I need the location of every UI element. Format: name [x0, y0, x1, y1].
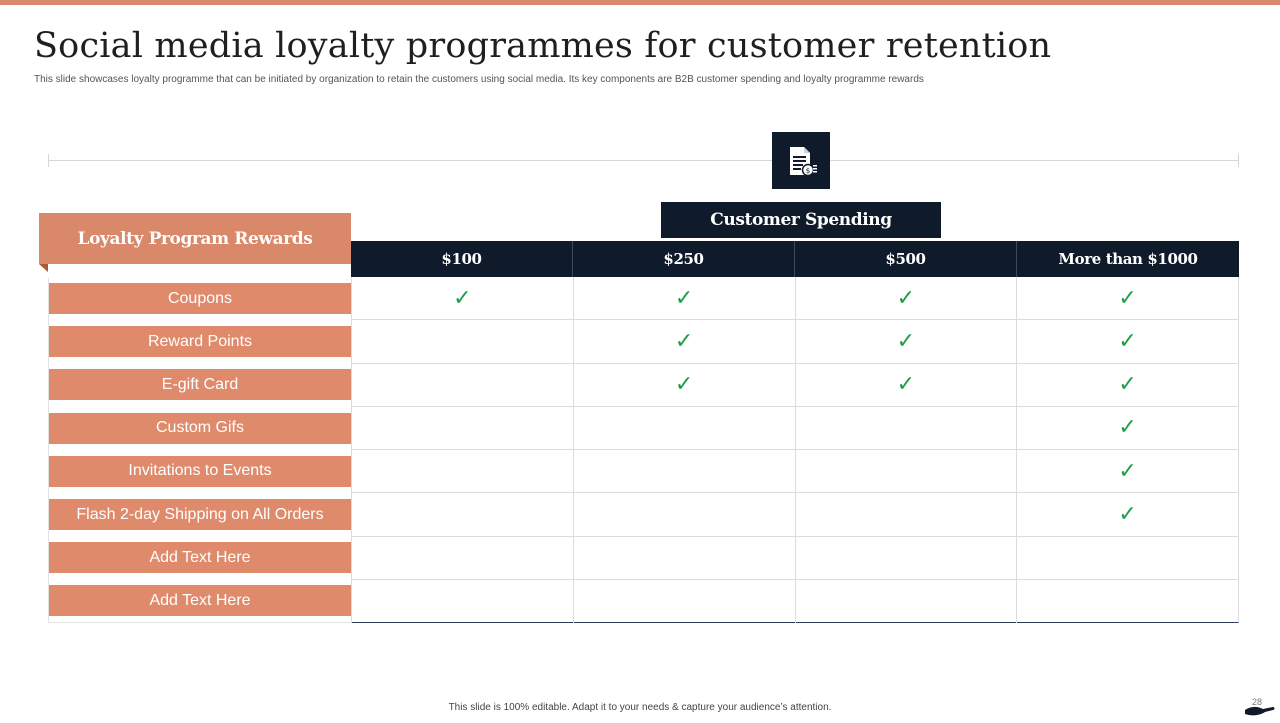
reward-label: Add Text Here	[49, 542, 351, 574]
check-icon: ✓	[1016, 450, 1238, 493]
ribbon-fold	[39, 264, 48, 272]
footer-note: This slide is 100% editable. Adapt it to…	[448, 702, 832, 713]
reward-label: Flash 2-day Shipping on All Orders	[49, 499, 351, 530]
table-row	[351, 536, 1238, 580]
rewards-column-bottom	[48, 622, 351, 623]
check-icon: ✓	[1016, 363, 1238, 406]
table-row: ✓	[351, 493, 1238, 537]
rewards-matrix: ✓ ✓ ✓ ✓ ✓ ✓ ✓ ✓ ✓ ✓ ✓ ✓ ✓	[351, 277, 1239, 623]
table-row: ✓	[351, 406, 1238, 450]
check-icon: ✓	[351, 277, 573, 320]
table-cell	[572, 536, 795, 579]
table-cell	[1016, 579, 1238, 623]
page-number: 28	[1251, 697, 1262, 707]
reward-label: Reward Points	[49, 326, 351, 358]
check-icon: ✓	[572, 320, 795, 363]
table-row: ✓ ✓ ✓	[351, 363, 1238, 407]
table-cell	[351, 363, 573, 406]
table-cell	[1016, 536, 1238, 579]
reward-label: Custom Gifs	[49, 412, 351, 444]
check-icon: ✓	[794, 363, 1017, 406]
reward-label: Add Text Here	[49, 585, 351, 617]
spending-columns-header: $100 $250 $500 More than $1000	[351, 241, 1239, 277]
table-cell	[794, 536, 1017, 579]
spending-column-header: More than $1000	[1058, 250, 1198, 268]
svg-text:$: $	[806, 167, 810, 175]
check-icon: ✓	[572, 363, 795, 406]
table-cell	[351, 450, 573, 493]
reward-label: E-gift Card	[49, 369, 351, 401]
table-row	[351, 579, 1238, 623]
top-accent-bar	[0, 0, 1280, 5]
invoice-document-icon: $	[772, 132, 830, 189]
table-row: ✓ ✓ ✓	[351, 320, 1238, 364]
customer-spending-header: Customer Spending	[661, 202, 941, 238]
header-divider	[48, 160, 1239, 161]
table-cell	[572, 450, 795, 493]
table-cell	[794, 406, 1017, 449]
table-cell	[351, 320, 573, 363]
hand-icon	[1243, 700, 1277, 723]
check-icon: ✓	[572, 277, 795, 320]
rewards-column-border	[48, 278, 49, 623]
check-icon: ✓	[794, 320, 1017, 363]
reward-label: Invitations to Events	[49, 455, 351, 487]
divider-tick-right	[1238, 154, 1239, 167]
reward-label: Coupons	[49, 283, 351, 314]
spending-column-header: $100	[351, 241, 573, 277]
table-cell	[351, 579, 573, 623]
loyalty-rewards-header: Loyalty Program Rewards	[39, 213, 351, 264]
table-row: ✓	[351, 450, 1238, 494]
table-cell	[794, 450, 1017, 493]
table-cell	[351, 493, 573, 536]
table-row: ✓ ✓ ✓ ✓	[351, 277, 1238, 321]
slide-title: Social media loyalty programmes for cust…	[34, 26, 1052, 66]
check-icon: ✓	[1016, 493, 1238, 536]
table-cell	[572, 579, 795, 623]
spending-column-header: $500	[795, 241, 1017, 277]
table-cell	[794, 493, 1017, 536]
check-icon: ✓	[794, 277, 1017, 320]
check-icon: ✓	[1016, 277, 1238, 320]
table-cell	[572, 493, 795, 536]
spending-column-header: $250	[573, 241, 795, 277]
table-cell	[351, 536, 573, 579]
table-cell	[572, 406, 795, 449]
divider-tick-left	[48, 154, 49, 167]
check-icon: ✓	[1016, 406, 1238, 449]
table-cell	[794, 579, 1017, 623]
table-cell	[351, 406, 573, 449]
check-icon: ✓	[1016, 320, 1238, 363]
slide-subtitle: This slide showcases loyalty programme t…	[34, 74, 924, 85]
